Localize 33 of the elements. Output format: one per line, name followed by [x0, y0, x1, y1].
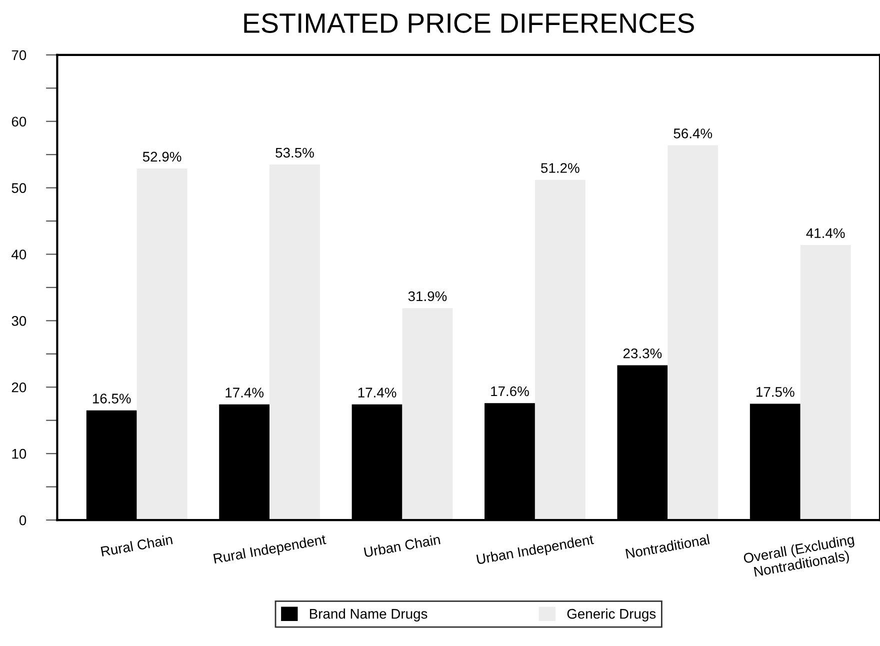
bar: [668, 145, 718, 520]
chart-title: ESTIMATED PRICE DIFFERENCES: [244, 13, 694, 33]
data-label: 31.9%: [408, 291, 447, 302]
data-label: 53.5%: [276, 148, 314, 158]
x-tick-label: Urban Independent: [476, 534, 595, 568]
bar: [534, 180, 586, 520]
x-tick-label: Urban Chain: [364, 534, 440, 558]
data-label: 17.6%: [491, 386, 529, 396]
y-tick-label: 30: [12, 316, 26, 326]
data-label: 16.5%: [92, 394, 131, 404]
y-tick-label: 0: [19, 515, 26, 526]
y-tick-label: 60: [12, 116, 26, 127]
bar: [270, 164, 320, 520]
data-label: 23.3%: [623, 348, 662, 358]
y-tick-label: 20: [12, 382, 26, 392]
data-label: 17.4%: [358, 388, 396, 398]
x-tick-label: Rural Independent: [213, 534, 327, 566]
legend-label: Brand Name Drugs: [310, 608, 428, 622]
bar: [136, 168, 188, 520]
data-label: 41.4%: [806, 228, 845, 238]
data-label: 51.2%: [541, 163, 580, 173]
data-label: 56.4%: [674, 128, 712, 138]
data-label: 17.4%: [226, 388, 264, 398]
data-label: 52.9%: [142, 152, 182, 162]
x-tick-label: Rural Chain: [100, 534, 173, 556]
y-tick-label: 10: [12, 448, 26, 459]
y-tick-label: 40: [12, 250, 26, 260]
y-tick-label: 50: [12, 183, 26, 193]
y-tick-label: 70: [12, 50, 26, 60]
legend-label: Generic Drugs: [567, 608, 656, 622]
bar: [800, 244, 851, 520]
bar: [402, 308, 453, 520]
data-label: 17.5%: [756, 387, 794, 397]
